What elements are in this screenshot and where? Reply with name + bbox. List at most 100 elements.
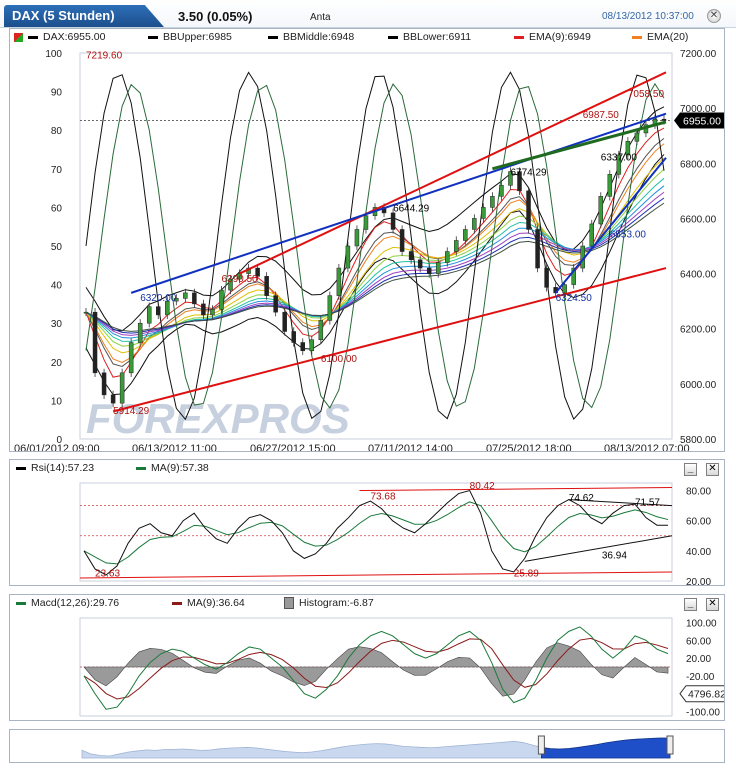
candle-body <box>490 196 495 208</box>
y-tick-label: 6400.00 <box>680 270 717 281</box>
candle-body <box>291 331 296 343</box>
rsi-annotation: 80.42 <box>470 481 495 492</box>
candle-body <box>571 267 576 285</box>
candle-body <box>454 240 459 252</box>
candle-body <box>101 372 107 396</box>
candle-body <box>255 267 260 277</box>
rsi-annotation: 23.63 <box>95 568 120 579</box>
price-annotation: 6100.00 <box>321 354 358 365</box>
source-label: Anta <box>310 12 331 23</box>
candle-body <box>435 262 441 274</box>
y-left-tick-label: 60 <box>51 203 63 214</box>
bb-lower-line <box>85 154 665 396</box>
candle-body <box>83 311 89 314</box>
candle-body <box>408 251 414 261</box>
legend-rsi-ma: MA(9):57.38 <box>136 462 209 474</box>
instrument-title[interactable]: DAX (5 Stunden) <box>4 5 164 27</box>
candle-body <box>300 342 305 352</box>
candle-body <box>526 190 531 230</box>
macd-signal-line <box>83 637 669 700</box>
candle-body <box>354 229 360 247</box>
trend-line-blue <box>130 112 667 294</box>
legend-bbupper: BBUpper:6985 <box>148 31 232 43</box>
rsi-annotation: 73.68 <box>370 492 395 503</box>
candle-body <box>417 259 423 269</box>
price-chart[interactable]: 7200.00 7000.00 6800.00 6600.00 6400.00 6200.… <box>10 45 724 451</box>
x-tick-label: 07/11/2012 14:00 <box>368 443 453 451</box>
macd-close-button[interactable]: ✕ <box>706 598 719 611</box>
y-left-tick-label: 70 <box>51 165 63 176</box>
y-tick-label: 6600.00 <box>680 214 717 225</box>
macd-line <box>83 626 669 710</box>
rsi-chart[interactable]: 80.00 60.00 40.00 20.00 73.68 80.42 74.62 71.57… <box>10 477 724 585</box>
y-left-tick-label: 0 <box>56 435 62 446</box>
legend-dax: DAX:6955.00 <box>28 31 105 43</box>
macd-tick-label: 60.00 <box>686 636 711 647</box>
candle-body <box>399 229 405 252</box>
rsi-trend-line-resistance <box>568 499 673 507</box>
candle-body <box>128 342 134 374</box>
candle-body <box>192 292 197 305</box>
y-tick-label: 6200.00 <box>680 325 717 336</box>
candle-body <box>598 196 604 225</box>
price-annotation: 6320.00 <box>140 293 177 304</box>
y-tick-label: 6000.00 <box>680 380 717 391</box>
y-left-tick-label: 30 <box>51 319 63 330</box>
candle-body <box>146 306 152 324</box>
candle-body <box>544 267 549 288</box>
macd-chart[interactable]: 100.0060.0020.00-20.00-60.00-100.004796.… <box>10 612 724 720</box>
price-annotation: 5914.29 <box>113 406 150 417</box>
candle-body <box>318 320 324 340</box>
y-left-tick-label: 100 <box>45 49 62 60</box>
rsi-trend-line-lower <box>79 571 673 579</box>
chart-type-icon[interactable] <box>14 33 23 42</box>
y-left-tick-label: 80 <box>51 126 63 137</box>
rsi-minimize-button[interactable]: _ <box>684 463 697 476</box>
price-panel: DAX:6955.00 BBUpper:6985 BBMiddle:6948 B… <box>9 28 725 452</box>
candle-body <box>219 289 224 310</box>
price-annotation: 6390.50 <box>221 274 258 285</box>
rsi-tick-label: 40.00 <box>686 547 711 558</box>
candle-body <box>562 284 567 294</box>
macd-legend: Macd(12,26):29.76 MA(9):36.64 Histogram:… <box>10 595 724 611</box>
candle-body <box>92 311 98 374</box>
last-price-badge <box>674 112 724 129</box>
y-left-tick-label: 50 <box>51 242 63 253</box>
navigator-panel[interactable] <box>9 729 725 763</box>
navigator-chart[interactable] <box>10 730 724 762</box>
legend-ema20: EMA(20) <box>632 31 688 43</box>
candle-body <box>589 223 594 247</box>
legend-histogram: Histogram:-6.87 <box>284 597 374 610</box>
x-tick-label: 07/25/2012 18:00 <box>486 443 572 451</box>
x-tick-label: 08/13/2012 07:00 <box>604 443 690 451</box>
navigator-left-handle <box>537 735 545 755</box>
moving-average-line <box>85 202 665 332</box>
candle-body <box>426 267 432 274</box>
rsi-trend-line-upper <box>359 487 673 492</box>
macd-tick-label: 100.00 <box>686 618 717 629</box>
candle-body <box>110 394 116 404</box>
macd-tick-label: -20.00 <box>686 672 715 683</box>
close-icon[interactable]: ✕ <box>707 9 721 23</box>
chart-header: DAX (5 Stunden) 3.50 (0.05%) Anta 08/13/… <box>0 0 736 28</box>
legend-bbmiddle: BBMiddle:6948 <box>268 31 354 43</box>
price-annotation: 6644.29 <box>393 204 430 215</box>
x-tick-label: 06/13/2012 11:00 <box>132 443 217 451</box>
watermark: FOREXPROS <box>86 395 350 442</box>
rsi-tick-label: 60.00 <box>686 517 711 528</box>
candle-body <box>625 140 631 156</box>
candle-body <box>210 309 215 316</box>
candle-body <box>345 245 351 269</box>
y-tick-label: 7200.00 <box>680 49 717 60</box>
macd-value-badge <box>679 685 724 703</box>
macd-minimize-button[interactable]: _ <box>684 598 697 611</box>
macd-value-label: 4796.82 <box>688 689 724 701</box>
candle-body <box>517 171 522 192</box>
stochastic-k-line <box>85 71 665 421</box>
candle-body <box>119 372 125 404</box>
rsi-close-button[interactable]: ✕ <box>706 463 719 476</box>
trend-line-resistance <box>239 71 667 275</box>
legend-macd: Macd(12,26):29.76 <box>16 597 119 609</box>
x-tick-label: 06/27/2012 15:00 <box>250 443 336 451</box>
price-annotation: 6553.00 <box>610 230 647 241</box>
